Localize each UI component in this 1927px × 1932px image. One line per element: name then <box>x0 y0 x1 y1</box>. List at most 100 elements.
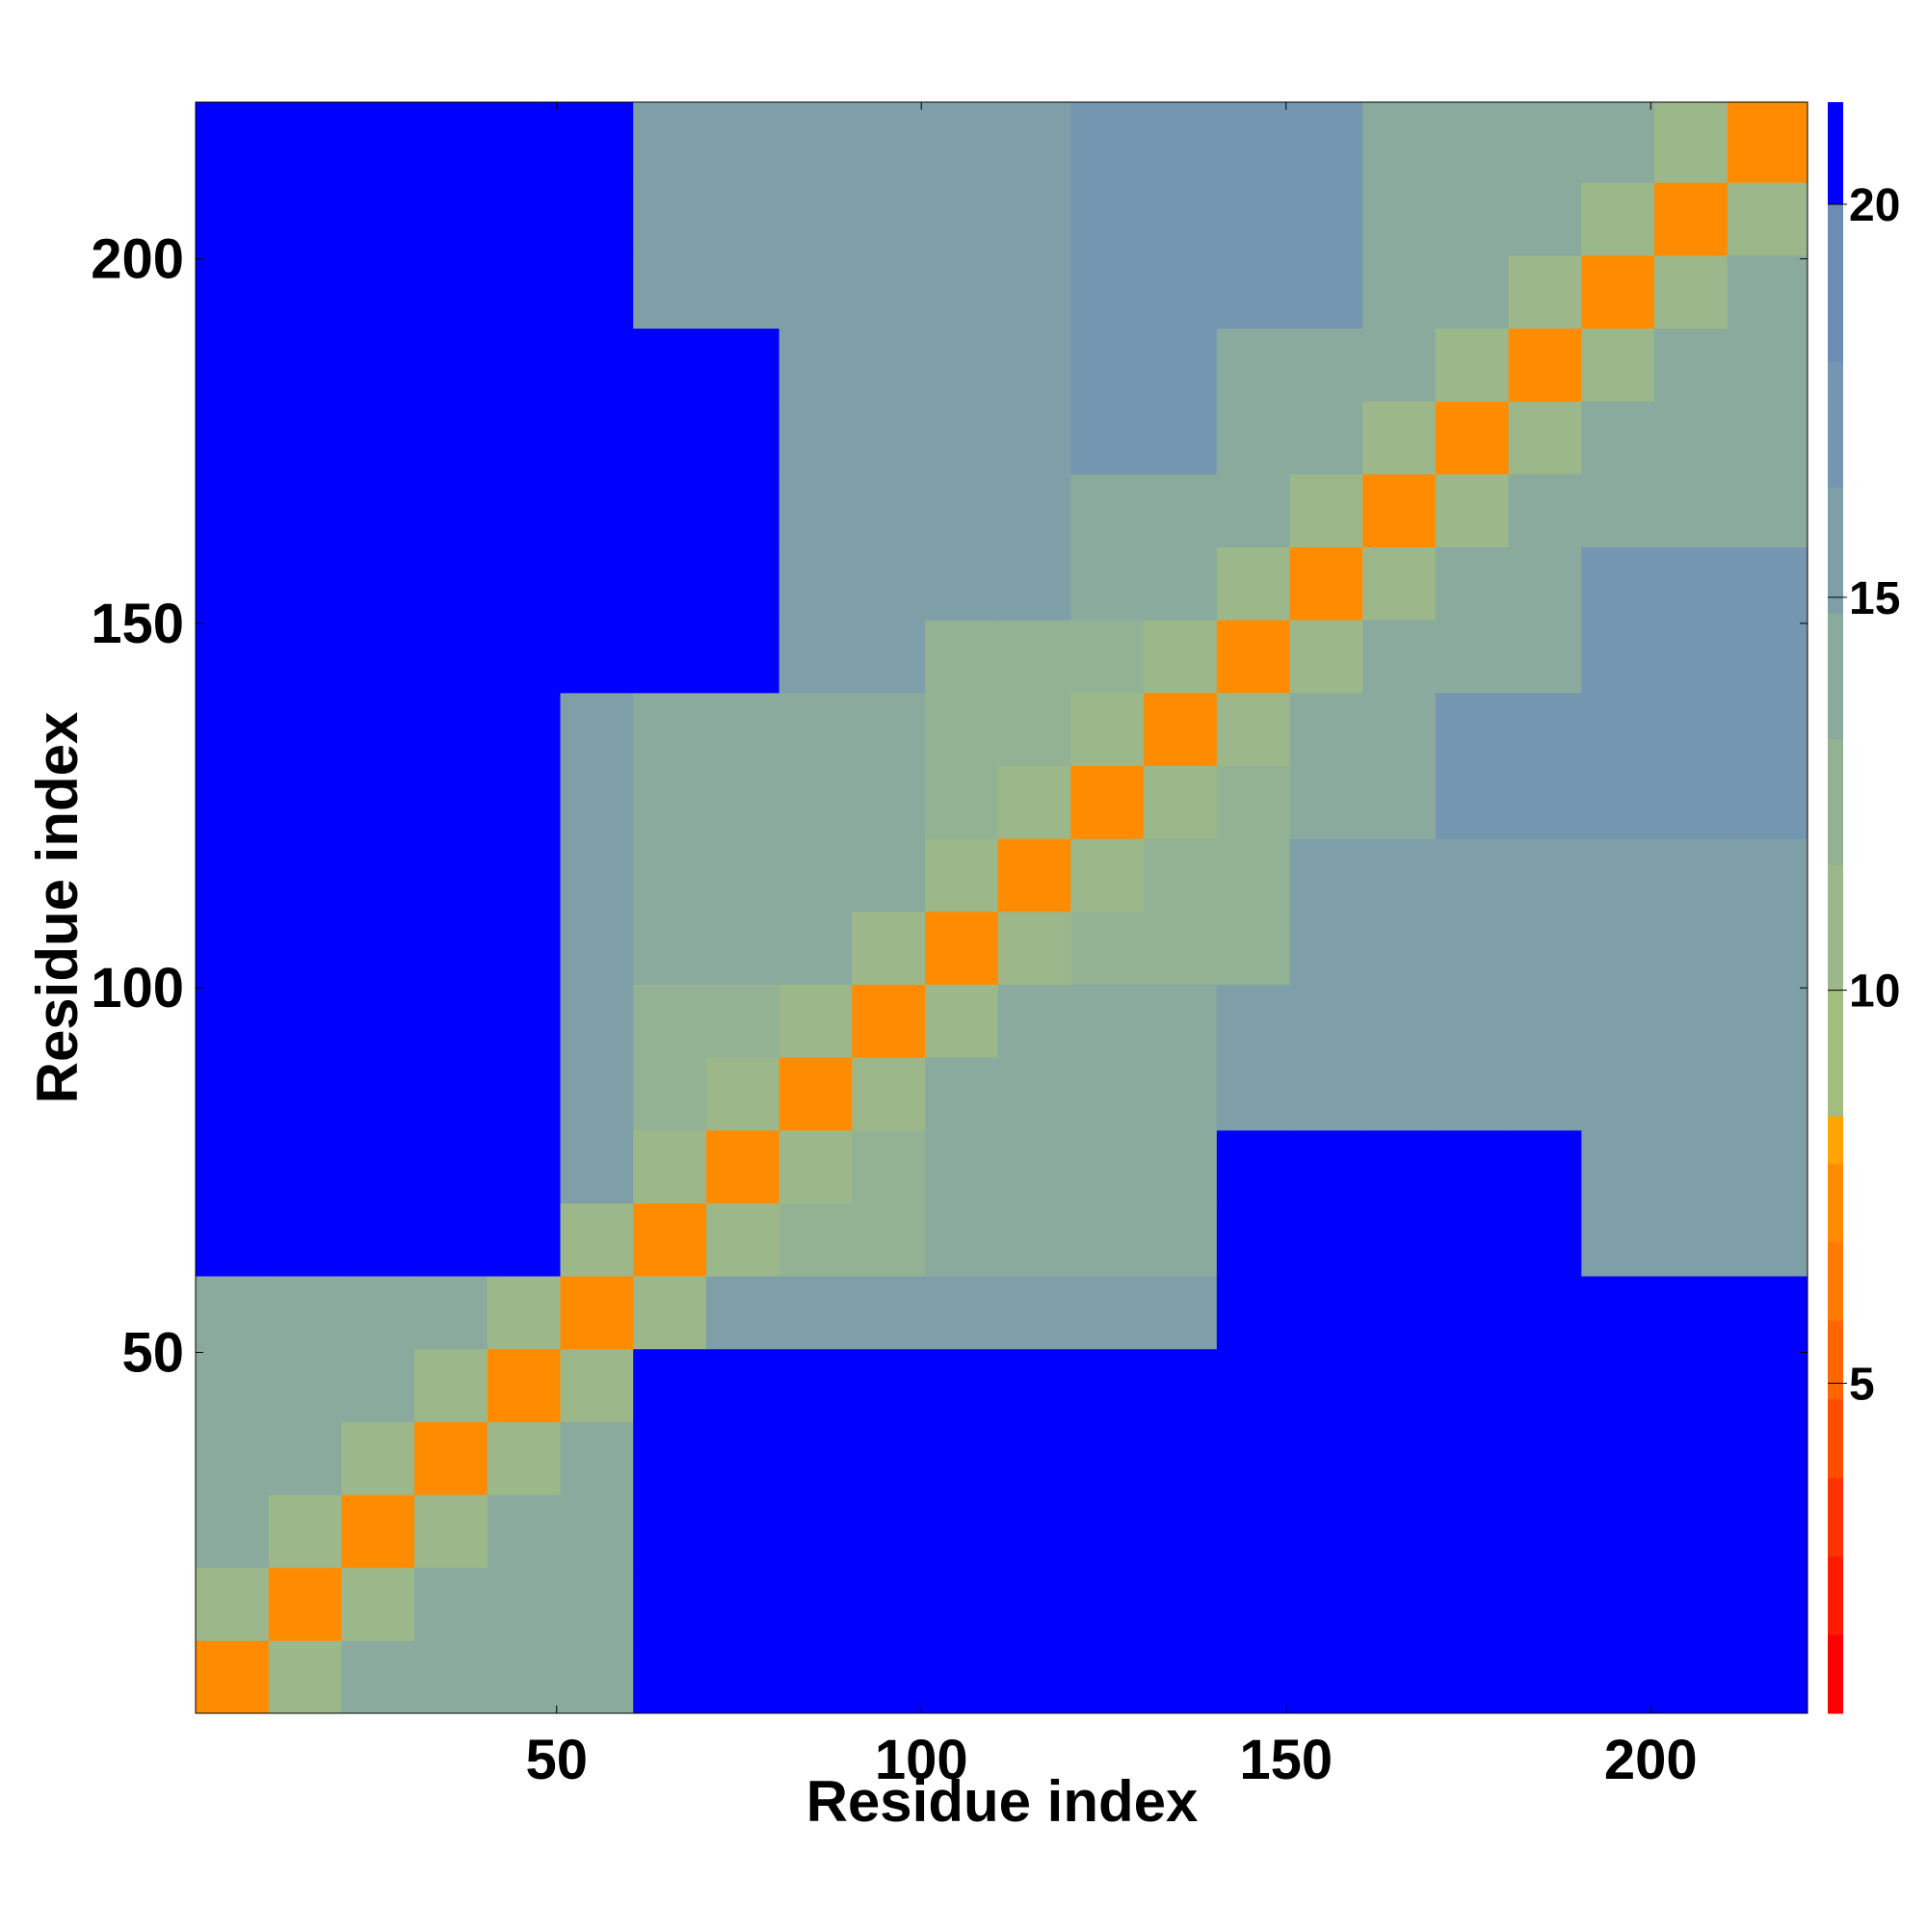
heatmap-cell <box>196 1276 270 1350</box>
heatmap-cell <box>1144 182 1218 256</box>
heatmap-cell <box>1289 546 1363 621</box>
heatmap-cell <box>1070 473 1145 548</box>
heatmap-cell <box>1070 692 1145 766</box>
heatmap-cell <box>852 1203 926 1277</box>
heatmap-cell <box>341 984 415 1058</box>
colorbar-segment <box>1828 1116 1843 1164</box>
heatmap-cell <box>633 1567 707 1641</box>
heatmap-cell <box>487 546 562 621</box>
heatmap-cell <box>705 911 780 985</box>
heatmap-cell <box>341 1129 415 1204</box>
heatmap-cell <box>779 765 853 839</box>
heatmap-cell <box>1289 1276 1363 1350</box>
heatmap-cell <box>414 182 488 256</box>
heatmap-cell <box>1581 984 1655 1058</box>
heatmap-cell <box>1362 692 1437 766</box>
heatmap-cell <box>925 1129 999 1204</box>
heatmap-cell <box>487 1567 562 1641</box>
heatmap-cell <box>925 984 999 1058</box>
heatmap-cell <box>268 1057 342 1131</box>
heatmap-cell <box>1289 1057 1363 1131</box>
heatmap-cell <box>1435 254 1510 330</box>
heatmap-cell <box>196 182 270 256</box>
heatmap-cell <box>1070 620 1145 694</box>
heatmap-cell <box>1216 473 1291 548</box>
heatmap-cell <box>633 765 707 839</box>
heatmap-cell <box>705 473 780 548</box>
heatmap-cell <box>268 1203 342 1277</box>
heatmap-cell <box>268 328 342 402</box>
heatmap-cell <box>852 1567 926 1641</box>
heatmap-cell <box>414 1421 488 1495</box>
heatmap-cell <box>1727 1348 1808 1422</box>
heatmap-cell <box>1508 102 1582 183</box>
heatmap-cell <box>1435 1057 1510 1131</box>
heatmap-cell <box>925 620 999 694</box>
heatmap-cell <box>1216 620 1291 694</box>
heatmap-cell <box>1362 984 1437 1058</box>
heatmap-cell <box>1581 1203 1655 1277</box>
heatmap-cell <box>997 546 1071 621</box>
heatmap-cell <box>1070 1495 1145 1569</box>
heatmap-cell <box>196 102 270 183</box>
heatmap-cell <box>1362 1348 1437 1422</box>
heatmap-cell <box>1654 1567 1729 1641</box>
heatmap-cell <box>196 254 270 330</box>
heatmap-cell <box>1435 1348 1510 1422</box>
heatmap-cell <box>1727 911 1808 985</box>
heatmap-cell <box>1581 692 1655 766</box>
heatmap-cell <box>268 838 342 913</box>
heatmap-cell <box>1654 1276 1729 1350</box>
heatmap-cell <box>852 473 926 548</box>
heatmap-cell <box>925 1495 999 1569</box>
heatmap-cell <box>1362 1203 1437 1277</box>
heatmap-cell <box>1508 1203 1582 1277</box>
heatmap-cell <box>1435 692 1510 766</box>
heatmap-cell <box>925 546 999 621</box>
heatmap-cell <box>1435 838 1510 913</box>
heatmap-cell <box>1581 182 1655 256</box>
heatmap-cell <box>1289 692 1363 766</box>
heatmap-cell <box>1435 473 1510 548</box>
heatmap-cell <box>1727 1276 1808 1350</box>
heatmap-cell <box>560 328 634 402</box>
heatmap-cell <box>1144 328 1218 402</box>
heatmap-cell <box>196 1348 270 1422</box>
heatmap-cell <box>1727 1203 1808 1277</box>
heatmap-cell <box>1362 102 1437 183</box>
heatmap-cell <box>1435 328 1510 402</box>
heatmap-cell <box>414 102 488 183</box>
heatmap-cell <box>1289 254 1363 330</box>
heatmap-cell <box>1289 473 1363 548</box>
heatmap-cell <box>1289 911 1363 985</box>
heatmap-cell <box>705 1495 780 1569</box>
heatmap-cell <box>196 546 270 621</box>
heatmap-cell <box>997 1640 1071 1714</box>
heatmap-cell <box>1362 1057 1437 1131</box>
heatmap-cell <box>1070 401 1145 475</box>
heatmap-cell <box>1727 692 1808 766</box>
heatmap-cell <box>779 328 853 402</box>
heatmap-cell <box>997 1276 1071 1350</box>
heatmap-cell <box>997 765 1071 839</box>
y-tick-label: 150 <box>91 593 184 655</box>
heatmap-cell <box>414 984 488 1058</box>
heatmap-cell <box>779 182 853 256</box>
heatmap-cell <box>268 1567 342 1641</box>
heatmap-cell <box>1362 473 1437 548</box>
heatmap-cell <box>1070 1421 1145 1495</box>
heatmap-cell <box>1654 1495 1729 1569</box>
heatmap-cell <box>925 1640 999 1714</box>
heatmap-cell <box>487 1129 562 1204</box>
heatmap-cell <box>487 1276 562 1350</box>
heatmap-cell <box>1144 692 1218 766</box>
heatmap-cell <box>1654 546 1729 621</box>
heatmap-cell <box>1289 1495 1363 1569</box>
heatmap-cell <box>925 692 999 766</box>
heatmap-cell <box>341 1421 415 1495</box>
heatmap-cell <box>852 1057 926 1131</box>
heatmap-cell <box>1654 984 1729 1058</box>
heatmap-cell <box>1727 254 1808 330</box>
heatmap-cell <box>414 254 488 330</box>
